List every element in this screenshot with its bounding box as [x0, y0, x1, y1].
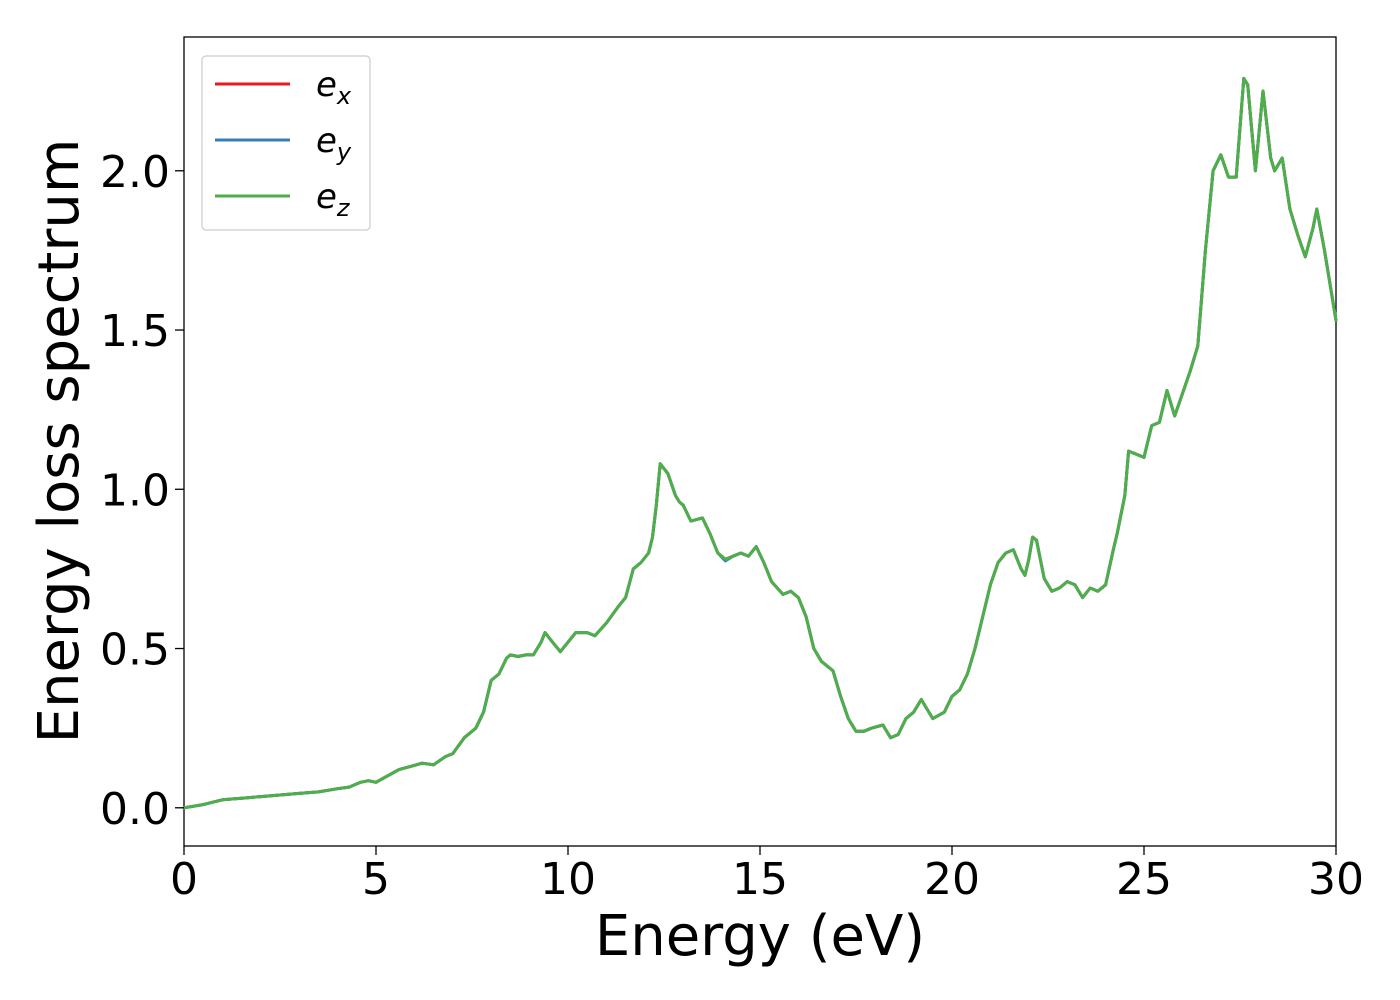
x-tick-label: 25: [1116, 854, 1172, 905]
legend-label-e-y: ey: [316, 121, 352, 166]
x-tick-label: 30: [1308, 854, 1364, 905]
x-tick-label: 0: [170, 854, 198, 905]
y-axis-title: Energy loss spectrum: [27, 139, 92, 744]
plot-frame: [183, 36, 1337, 847]
legend-label-e-x: ex: [316, 65, 352, 110]
y-tick-label: 0.0: [100, 784, 170, 835]
series-line-e-z: [182, 76, 1338, 810]
legend-box: [201, 55, 371, 231]
x-tick-label: 15: [732, 854, 788, 905]
x-axis-title: Energy (eV): [595, 904, 925, 969]
y-tick-label: 1.5: [100, 306, 170, 357]
x-tick-label: 20: [924, 854, 980, 905]
y-tick-label: 2.0: [100, 147, 170, 198]
ticks-layer: 0 5 10 15 20 25 30 0.0 0.5 1.0 1.5 2.0: [100, 147, 1364, 905]
x-tick-label: 10: [540, 854, 596, 905]
x-tick-label: 5: [362, 854, 390, 905]
series-layer: [182, 76, 1338, 810]
y-tick-label: 0.5: [100, 625, 170, 676]
y-tick-label: 1.0: [100, 465, 170, 516]
